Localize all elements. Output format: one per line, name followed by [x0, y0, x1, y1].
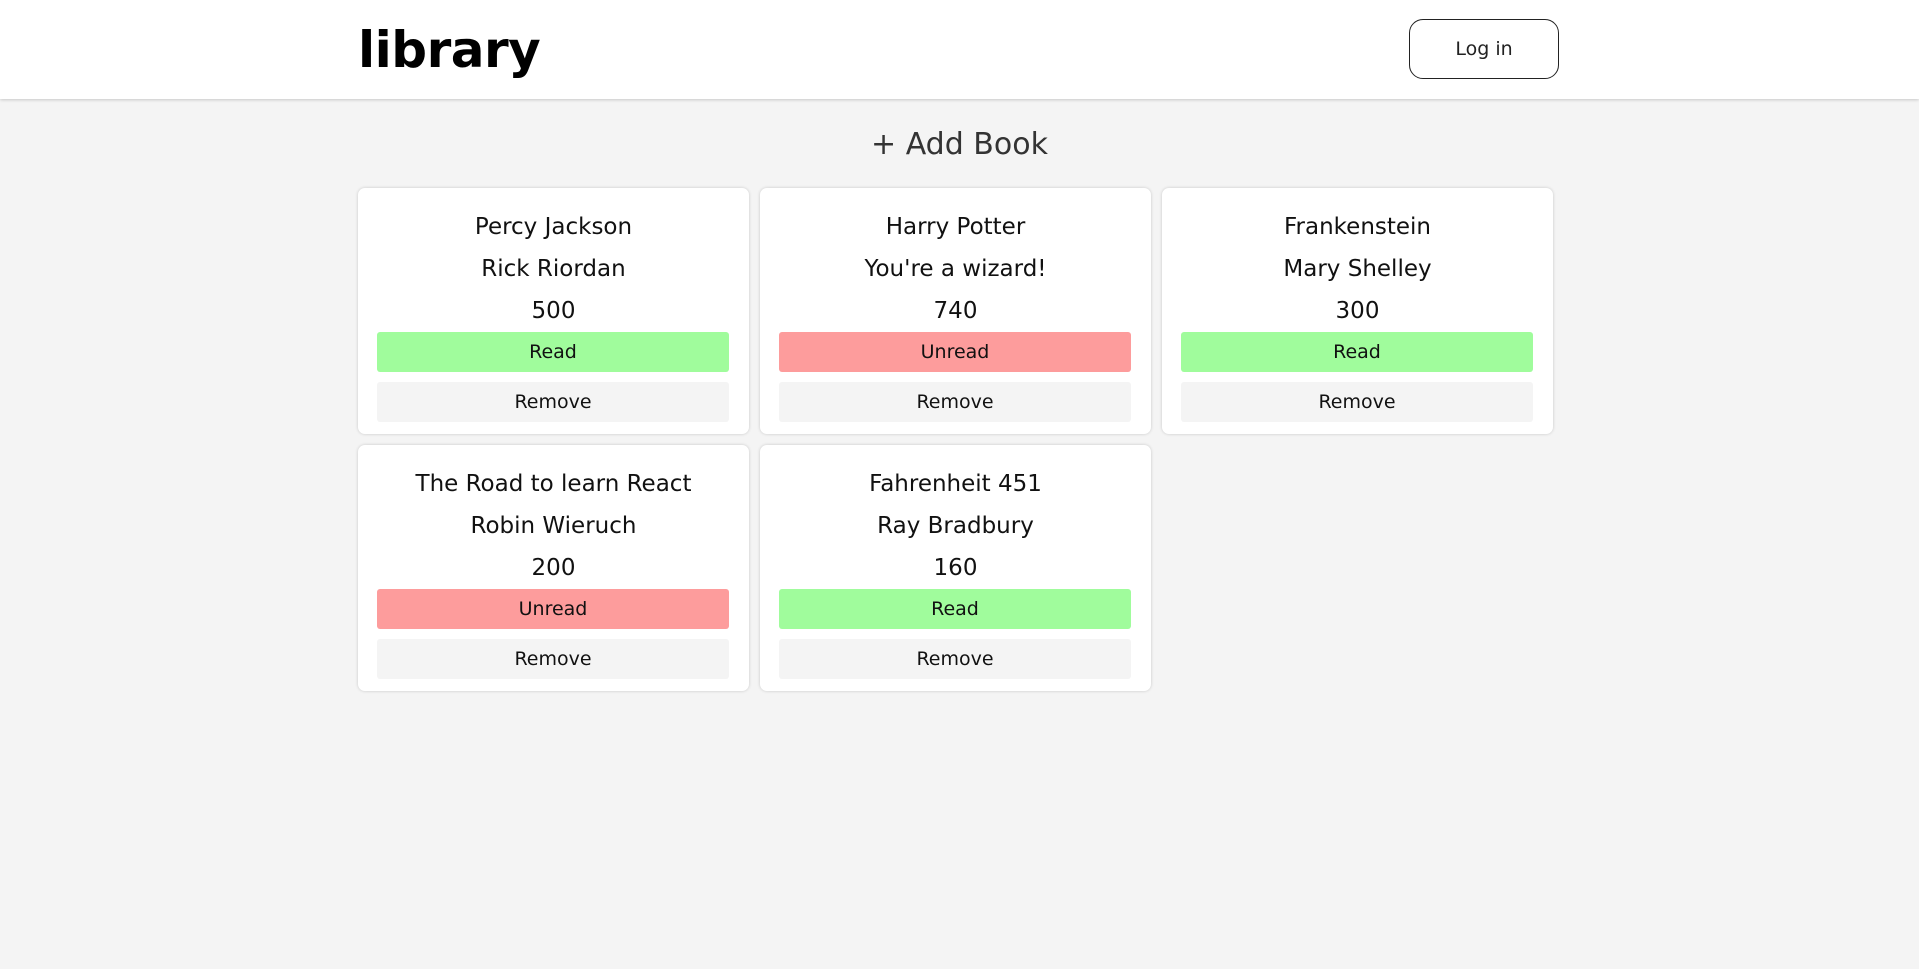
book-title: The Road to learn React [415, 471, 692, 497]
book-author: Rick Riordan [481, 256, 626, 282]
book-author: Mary Shelley [1283, 256, 1432, 282]
add-book-button[interactable]: + Add Book [871, 127, 1048, 162]
site-header: library Log in [0, 0, 1919, 99]
book-pages: 160 [933, 555, 978, 581]
read-status-button[interactable]: Read [1181, 332, 1533, 372]
remove-button[interactable]: Remove [377, 382, 729, 422]
book-author: Ray Bradbury [877, 513, 1034, 539]
book-title: Harry Potter [885, 214, 1026, 240]
read-status-button[interactable]: Unread [377, 589, 729, 629]
book-title: Frankenstein [1283, 214, 1432, 240]
book-author: Robin Wieruch [470, 513, 637, 539]
add-book-section: + Add Book [0, 122, 1919, 168]
book-card: Harry Potter You're a wizard! 740 Unread… [760, 188, 1151, 434]
read-status-button[interactable]: Read [779, 589, 1131, 629]
book-title: Fahrenheit 451 [869, 471, 1042, 497]
login-button[interactable]: Log in [1409, 19, 1559, 79]
book-pages: 740 [933, 298, 978, 324]
read-status-button[interactable]: Unread [779, 332, 1131, 372]
book-title: Percy Jackson [474, 214, 633, 240]
book-card: Percy Jackson Rick Riordan 500 Read Remo… [358, 188, 749, 434]
book-card: Fahrenheit 451 Ray Bradbury 160 Read Rem… [760, 445, 1151, 691]
book-pages: 500 [531, 298, 576, 324]
remove-button[interactable]: Remove [1181, 382, 1533, 422]
book-grid: Percy Jackson Rick Riordan 500 Read Remo… [358, 188, 1554, 691]
site-logo: library [358, 21, 541, 79]
book-pages: 300 [1335, 298, 1380, 324]
remove-button[interactable]: Remove [779, 382, 1131, 422]
remove-button[interactable]: Remove [779, 639, 1131, 679]
read-status-button[interactable]: Read [377, 332, 729, 372]
book-card: The Road to learn React Robin Wieruch 20… [358, 445, 749, 691]
book-author: You're a wizard! [864, 256, 1047, 282]
book-pages: 200 [531, 555, 576, 581]
book-card: Frankenstein Mary Shelley 300 Read Remov… [1162, 188, 1553, 434]
remove-button[interactable]: Remove [377, 639, 729, 679]
